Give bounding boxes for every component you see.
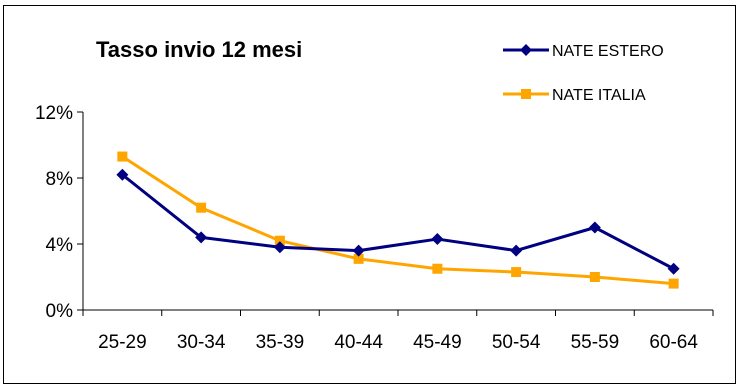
data-point	[588, 221, 601, 234]
legend-label: NATE ITALIA	[552, 87, 646, 104]
data-point	[117, 151, 128, 162]
legend: NATE ESTERO NATE ITALIA	[503, 43, 664, 104]
axes: 0% 4% 8% 12% 25-29 30-34 35-39 40-44 45-49 50-54 5…	[35, 103, 714, 353]
legend-item-nate-italia: NATE ITALIA	[503, 87, 646, 104]
x-tick-label: 25-29	[98, 332, 147, 353]
x-tick-label: 40-44	[334, 332, 383, 353]
chart-title: Tasso invio 12 mesi	[96, 37, 302, 62]
data-point	[195, 231, 208, 244]
data-point	[510, 244, 523, 257]
x-tick-label: 35-39	[256, 332, 305, 353]
y-tick-label: 8%	[46, 169, 74, 190]
data-point	[274, 235, 285, 246]
data-point	[431, 233, 444, 246]
series-line	[121, 173, 675, 271]
data-point	[668, 278, 679, 289]
y-tick-label: 4%	[46, 235, 74, 256]
data-point	[196, 202, 207, 213]
data-point	[667, 262, 680, 275]
data-point	[511, 267, 522, 278]
series-nate-italia	[117, 151, 679, 289]
legend-marker	[521, 89, 531, 99]
x-tick-label: 30-34	[177, 332, 226, 353]
legend-marker	[520, 44, 532, 56]
y-tick-label: 0%	[46, 301, 74, 322]
series-layer	[116, 151, 680, 289]
x-tick-label: 50-54	[492, 332, 541, 353]
series-line	[121, 155, 674, 286]
data-point	[432, 263, 443, 274]
x-tick-label: 45-49	[413, 332, 462, 353]
data-point	[353, 253, 364, 264]
y-tick-label: 12%	[35, 103, 73, 124]
series-nate-estero	[116, 168, 680, 275]
x-tick-label: 55-59	[571, 332, 620, 353]
legend-label: NATE ESTERO	[552, 43, 664, 60]
x-tick-label: 60-64	[649, 332, 698, 353]
chart-frame	[3, 5, 736, 384]
data-point	[273, 241, 286, 254]
legend-item-nate-estero: NATE ESTERO	[503, 43, 664, 60]
data-point	[589, 272, 600, 282]
data-point	[116, 168, 129, 181]
data-point	[352, 244, 365, 257]
